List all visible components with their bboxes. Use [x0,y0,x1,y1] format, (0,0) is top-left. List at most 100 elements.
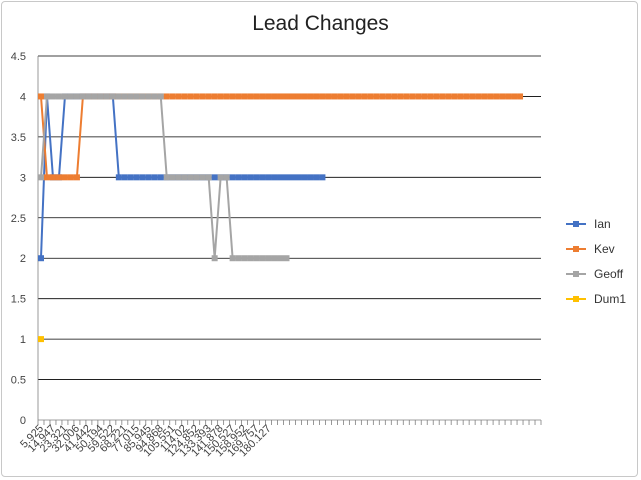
data-point-kev [349,93,356,100]
legend-label-ian: Ian [594,217,611,231]
data-point-ian [283,174,290,181]
legend-label-kev: Kev [594,242,615,256]
data-point-kev [469,93,476,100]
data-point-kev [37,93,44,100]
data-point-ian [229,174,236,181]
data-point-geoff [283,255,290,262]
data-point-kev [211,93,218,100]
data-point-kev [415,93,422,100]
data-point-kev [493,93,500,100]
data-point-geoff [139,93,146,100]
data-point-ian [121,174,128,181]
data-point-kev [433,93,440,100]
data-point-kev [253,93,260,100]
data-point-kev [355,93,362,100]
y-tick-label: 4.5 [11,51,26,63]
legend-marker-kev [573,246,579,252]
data-point-kev [517,93,524,100]
data-point-kev [181,93,188,100]
data-point-kev [61,174,68,181]
data-point-kev [223,93,230,100]
legend-label-dum1: Dum1 [594,292,626,306]
data-point-kev [499,93,506,100]
data-point-kev [67,174,74,181]
data-point-kev [319,93,326,100]
data-point-kev [301,93,308,100]
data-point-ian [139,174,146,181]
data-point-geoff [205,174,212,181]
data-point-ian [247,174,254,181]
data-point-geoff [181,174,188,181]
data-point-kev [241,93,248,100]
data-point-kev [187,93,194,100]
data-point-geoff [229,255,236,262]
data-point-kev [43,174,50,181]
data-point-kev [331,93,338,100]
data-point-ian [253,174,260,181]
data-point-ian [313,174,320,181]
data-point-dum1 [37,336,44,343]
data-point-geoff [199,174,206,181]
data-point-kev [259,93,266,100]
data-point-geoff [133,93,140,100]
data-point-geoff [85,93,92,100]
data-point-geoff [241,255,248,262]
data-point-geoff [271,255,278,262]
data-point-kev [175,93,182,100]
data-point-geoff [49,93,56,100]
data-point-geoff [115,93,122,100]
data-point-ian [295,174,302,181]
data-point-geoff [169,174,176,181]
data-point-geoff [79,93,86,100]
y-tick-label: 2 [20,253,26,265]
data-point-geoff [91,93,98,100]
data-point-kev [247,93,254,100]
data-point-ian [151,174,158,181]
data-point-kev [199,93,206,100]
data-point-kev [163,93,170,100]
data-point-ian [301,174,308,181]
data-point-geoff [55,93,62,100]
y-tick-label: 3.5 [11,132,26,144]
data-point-geoff [157,93,164,100]
data-point-kev [307,93,314,100]
data-point-geoff [193,174,200,181]
data-point-kev [361,93,368,100]
data-point-geoff [247,255,254,262]
data-point-kev [391,93,398,100]
data-point-kev [487,93,494,100]
data-point-geoff [127,93,134,100]
legend-marker-ian [573,221,579,227]
data-point-kev [217,93,224,100]
data-point-kev [277,93,284,100]
data-point-ian [127,174,134,181]
data-point-geoff [217,174,224,181]
y-tick-label: 0.5 [11,375,26,387]
data-point-kev [367,93,374,100]
data-point-ian [289,174,296,181]
data-point-kev [409,93,416,100]
data-point-kev [73,174,80,181]
data-point-kev [313,93,320,100]
data-point-kev [229,93,236,100]
data-point-kev [427,93,434,100]
chart-title: Lead Changes [252,12,389,35]
data-point-kev [481,93,488,100]
data-point-ian [115,174,122,181]
data-point-geoff [235,255,242,262]
data-point-kev [169,93,176,100]
data-point-kev [463,93,470,100]
data-point-kev [343,93,350,100]
data-point-ian [145,174,152,181]
y-tick-label: 1 [20,334,26,346]
data-point-geoff [67,93,74,100]
data-point-kev [55,174,62,181]
y-tick-label: 4 [20,91,26,103]
data-point-kev [439,93,446,100]
data-point-ian [211,174,218,181]
legend-label-geoff: Geoff [594,267,624,281]
data-point-kev [193,93,200,100]
data-point-geoff [61,93,68,100]
data-point-geoff [145,93,152,100]
data-point-ian [235,174,242,181]
